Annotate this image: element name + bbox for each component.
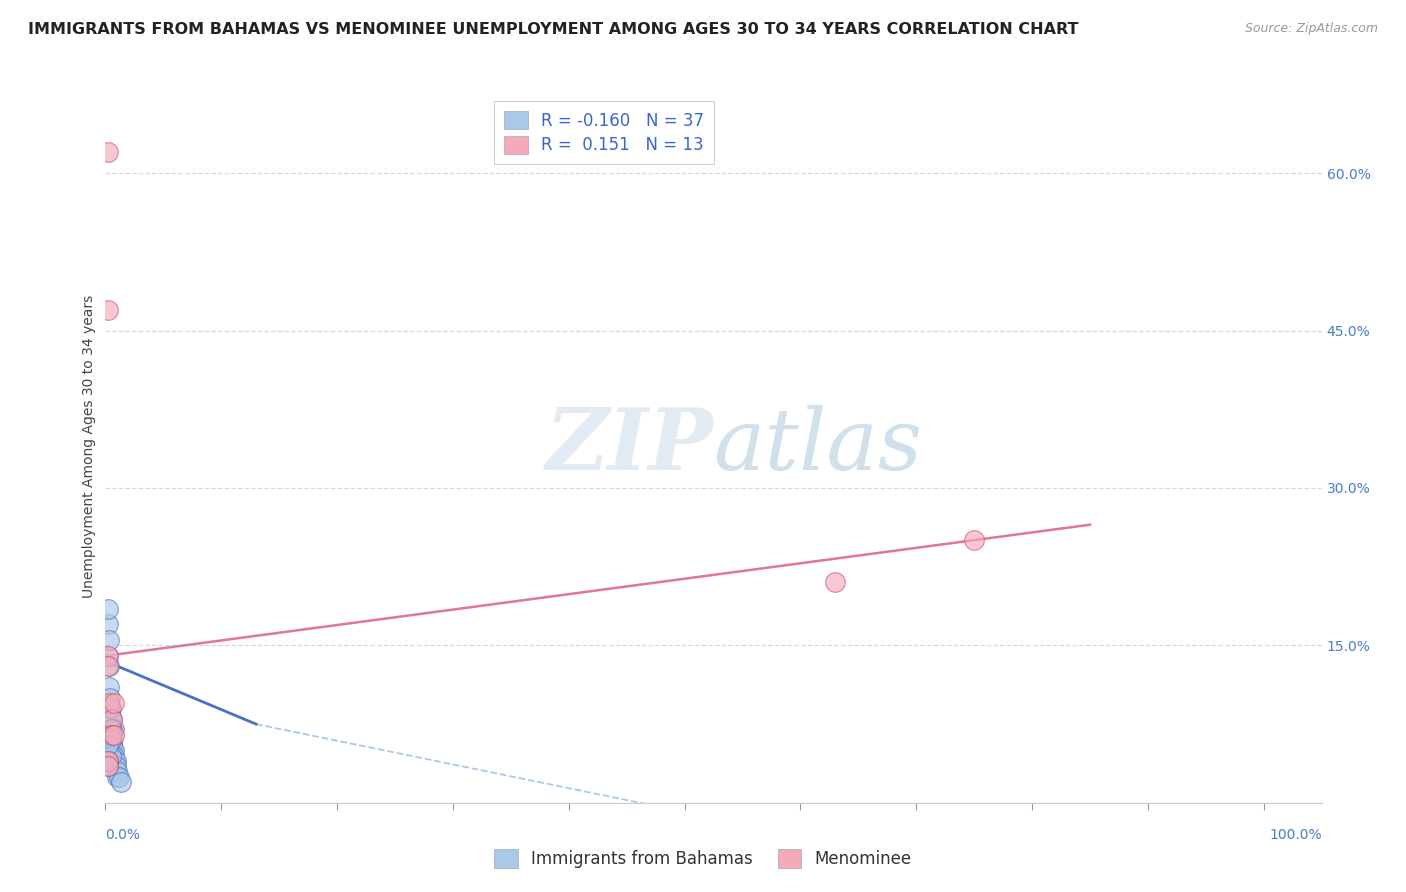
Point [101,738,124,752]
Point [97,728,120,742]
Point [97,302,120,317]
Point [98,701,121,715]
Point [100,732,122,747]
Point [97,648,120,663]
Point [100,732,122,747]
Point [101,723,124,737]
Point [103,728,125,742]
Point [101,712,124,726]
Point [103,723,125,737]
Point [100,728,122,742]
Text: atlas: atlas [713,405,922,487]
Point [100,723,122,737]
Point [97,145,120,160]
Point [103,743,125,757]
Point [97,681,120,695]
Point [105,764,128,779]
Point [97,659,120,673]
Point [98,690,121,705]
Point [97,696,120,710]
Point [100,728,122,742]
Text: 100.0%: 100.0% [1270,828,1322,842]
Point [97,601,120,615]
Text: 0.0%: 0.0% [105,828,141,842]
Point [100,748,122,763]
Point [110,774,132,789]
Point [97,754,120,768]
Point [97,659,120,673]
Point [100,701,122,715]
Point [97,633,120,648]
Point [101,743,124,757]
Point [101,738,124,752]
Point [97,759,120,773]
Point [103,748,125,763]
Text: ZIP: ZIP [546,404,713,488]
Point [97,648,120,663]
Point [104,759,127,773]
Legend: R = -0.160   N = 37, R =  0.151   N = 13: R = -0.160 N = 37, R = 0.151 N = 13 [495,101,714,164]
Text: IMMIGRANTS FROM BAHAMAS VS MENOMINEE UNEMPLOYMENT AMONG AGES 30 TO 34 YEARS CORR: IMMIGRANTS FROM BAHAMAS VS MENOMINEE UNE… [28,22,1078,37]
Point [97,754,120,768]
Point [103,696,125,710]
Point [97,617,120,632]
Y-axis label: Unemployment Among Ages 30 to 34 years: Unemployment Among Ages 30 to 34 years [83,294,97,598]
Point [824,575,846,590]
Point [100,723,122,737]
Point [97,759,120,773]
Point [105,770,128,784]
Legend: Immigrants from Bahamas, Menominee: Immigrants from Bahamas, Menominee [488,843,918,875]
Point [963,533,986,548]
Point [97,738,120,752]
Point [104,754,127,768]
Point [100,712,122,726]
Point [104,754,127,768]
Point [101,728,124,742]
Point [101,712,124,726]
Point [108,770,131,784]
Point [101,732,124,747]
Text: Source: ZipAtlas.com: Source: ZipAtlas.com [1244,22,1378,36]
